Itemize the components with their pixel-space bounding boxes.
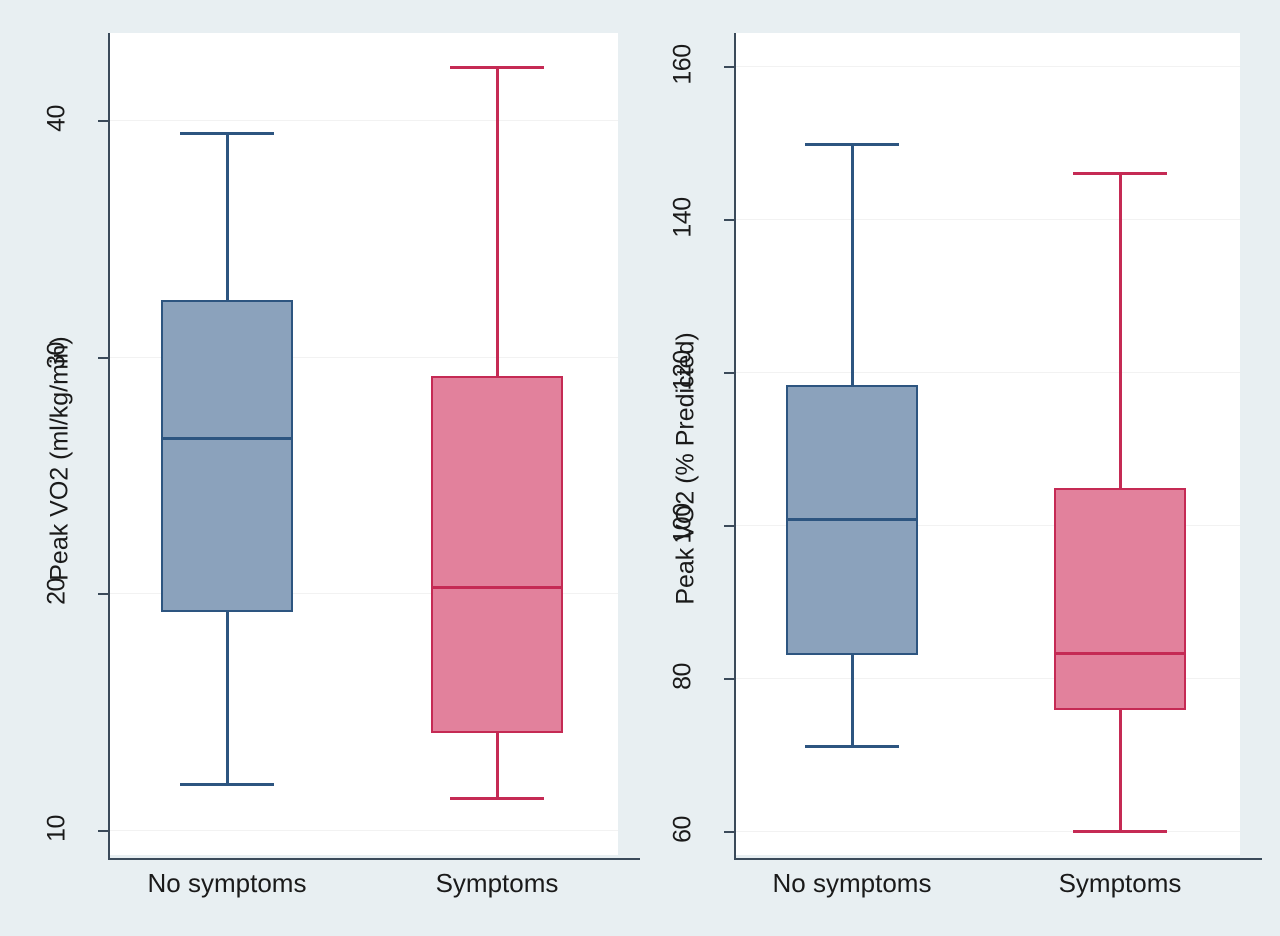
whisker-lower-stem-blue (851, 655, 854, 745)
y-axis-title-right: Peak VO2 (% Predicted) (671, 332, 700, 605)
median-line-no-symptoms (161, 437, 293, 440)
gridline-40 (110, 120, 618, 121)
whisker-lower-stem-pink (1119, 710, 1122, 830)
whisker-upper-cap-blue (805, 143, 899, 146)
x-axis-line-right (734, 858, 1262, 860)
whisker-upper-cap-pink (1073, 172, 1167, 175)
y-tick-30 (98, 357, 108, 359)
panel-peak-vo2-percent-predicted: 60 80 100 120 140 160 Peak VO2 (% Predicted) … (640, 0, 1280, 936)
whisker-lower-cap-pink (450, 797, 544, 800)
gridline-100 (736, 525, 1240, 526)
y-tick-label-160: 160 (668, 44, 697, 85)
x-axis-line-left (108, 858, 640, 860)
whisker-upper-stem-pink (1119, 172, 1122, 488)
category-label-no-symptoms: No symptoms (772, 868, 932, 898)
whisker-lower-stem-pink (496, 733, 499, 797)
whisker-upper-stem-blue (226, 132, 229, 300)
y-tick-label-10: 10 (42, 815, 71, 842)
y-tick-160 (724, 66, 734, 68)
y-tick-10 (98, 830, 108, 832)
whisker-lower-cap-blue (180, 783, 274, 786)
whisker-lower-cap-blue (805, 745, 899, 748)
median-line-no-symptoms (786, 518, 918, 521)
whisker-upper-stem-blue (851, 143, 854, 385)
y-tick-40 (98, 120, 108, 122)
gridline-120 (736, 372, 1240, 373)
y-tick-60 (724, 831, 734, 833)
box-symptoms (431, 376, 563, 733)
gridline-80 (736, 678, 1240, 679)
median-line-symptoms (1054, 652, 1186, 655)
whisker-lower-stem-blue (226, 612, 229, 783)
gridline-140 (736, 219, 1240, 220)
y-axis-line-right (734, 33, 736, 858)
gridline-10 (110, 830, 618, 831)
y-tick-100 (724, 525, 734, 527)
whisker-upper-stem-pink (496, 66, 499, 376)
y-axis-title-left: Peak VO2 (ml/kg/min) (45, 336, 74, 581)
median-line-symptoms (431, 586, 563, 589)
category-label-symptoms: Symptoms (1058, 868, 1182, 898)
category-label-symptoms: Symptoms (435, 868, 559, 898)
whisker-lower-cap-pink (1073, 830, 1167, 833)
gridline-30 (110, 357, 618, 358)
category-label-no-symptoms: No symptoms (147, 868, 307, 898)
box-symptoms (1054, 488, 1186, 710)
gridline-60 (736, 831, 1240, 832)
panel-peak-vo2-absolute: 10 20 30 40 Peak VO2 (ml/kg/min) No symptom… (42, 33, 640, 898)
y-tick-label-40: 40 (42, 105, 71, 132)
y-tick-80 (724, 678, 734, 680)
y-tick-20 (98, 593, 108, 595)
gridline-160 (736, 66, 1240, 67)
y-tick-120 (724, 372, 734, 374)
y-tick-140 (724, 219, 734, 221)
whisker-upper-cap-pink (450, 66, 544, 69)
y-axis-line-left (108, 33, 110, 858)
box-no-symptoms (161, 300, 293, 612)
y-tick-label-60: 60 (668, 816, 697, 843)
gridline-20 (110, 593, 618, 594)
whisker-upper-cap-blue (180, 132, 274, 135)
